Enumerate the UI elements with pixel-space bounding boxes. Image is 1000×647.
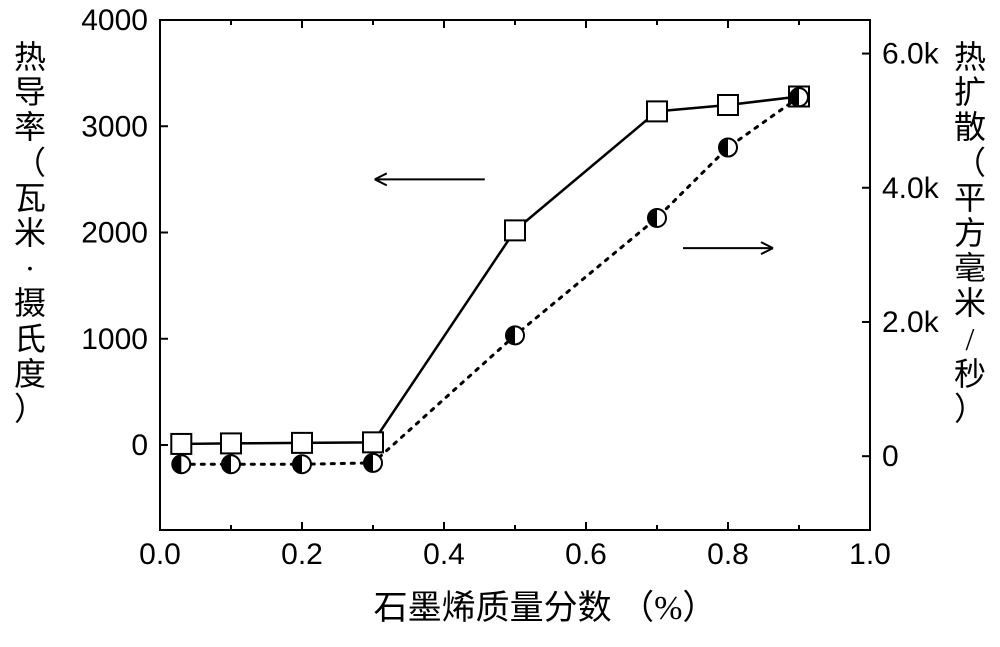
svg-text:0: 0 bbox=[882, 440, 899, 473]
svg-text:1.0: 1.0 bbox=[849, 538, 891, 571]
chart-container: 热导率（瓦米·摄氏度） 热扩散（平方毫米/秒） 0.0 0.2 0.4 0.6 0.8 1… bbox=[0, 0, 1000, 647]
svg-text:0.8: 0.8 bbox=[707, 538, 749, 571]
chart-svg: 0.0 0.2 0.4 0.6 0.8 1.0 0 1000 2000 3000 4000 0 2.0k… bbox=[0, 0, 1000, 647]
svg-text:4000: 4000 bbox=[81, 4, 148, 37]
svg-text:0.0: 0.0 bbox=[139, 538, 181, 571]
svg-text:6.0k: 6.0k bbox=[882, 38, 940, 71]
svg-text:0: 0 bbox=[131, 429, 148, 462]
x-axis-label: 石墨烯质量分数 （%） bbox=[345, 580, 745, 629]
svg-text:1000: 1000 bbox=[81, 323, 148, 356]
svg-text:2.0k: 2.0k bbox=[882, 306, 940, 339]
svg-text:4.0k: 4.0k bbox=[882, 172, 940, 205]
svg-text:2000: 2000 bbox=[81, 217, 148, 250]
y-axis-right-label: 热扩散（平方毫米/秒） bbox=[950, 40, 990, 427]
svg-text:3000: 3000 bbox=[81, 110, 148, 143]
svg-text:0.4: 0.4 bbox=[423, 538, 465, 571]
y-axis-left-label: 热导率（瓦米·摄氏度） bbox=[10, 40, 50, 427]
svg-text:0.6: 0.6 bbox=[565, 538, 607, 571]
svg-text:0.2: 0.2 bbox=[281, 538, 323, 571]
